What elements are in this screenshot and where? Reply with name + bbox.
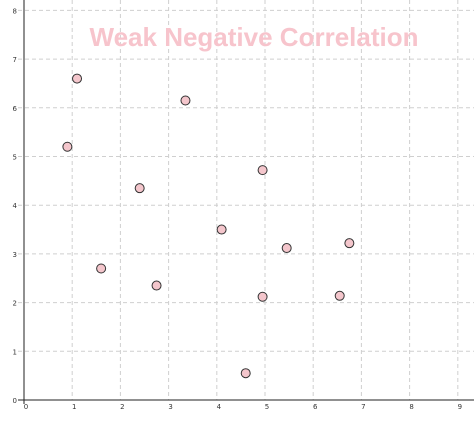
- y-tick-label: 3: [13, 251, 17, 259]
- y-tick-label: 6: [13, 105, 18, 113]
- x-tick-label: 9: [458, 403, 462, 411]
- data-point: [151, 280, 162, 291]
- data-point: [257, 291, 268, 302]
- x-tick-label: 4: [217, 403, 222, 411]
- data-point: [216, 224, 227, 235]
- data-point: [334, 290, 345, 301]
- data-point: [72, 73, 83, 84]
- data-point: [281, 243, 292, 254]
- x-tick-labels: 0 1 2 3 4 5 6 7 8 9: [24, 403, 462, 411]
- y-tick-label: 0: [13, 397, 17, 405]
- y-tick-label: 5: [13, 154, 17, 162]
- data-point: [240, 368, 251, 379]
- y-tick-label: 2: [13, 300, 17, 308]
- x-tick-label: 2: [120, 403, 124, 411]
- x-tick-label: 0: [24, 403, 28, 411]
- data-point: [344, 238, 355, 249]
- y-tick-label: 1: [13, 348, 17, 356]
- data-point: [62, 141, 73, 152]
- y-tick-label: 7: [13, 56, 17, 64]
- x-tick-label: 1: [72, 403, 76, 411]
- x-tick-label: 5: [265, 403, 269, 411]
- axes: [18, 0, 474, 404]
- y-tick-labels: 0 1 2 3 4 5 6 7 8: [13, 7, 18, 405]
- x-tick-label: 7: [361, 403, 365, 411]
- data-points: [62, 73, 355, 379]
- y-tick-label: 4: [13, 202, 18, 210]
- data-point: [96, 263, 107, 274]
- grid: [18, 0, 474, 400]
- x-tick-label: 8: [409, 403, 413, 411]
- x-tick-label: 6: [313, 403, 318, 411]
- data-point: [180, 95, 191, 106]
- y-tick-label: 8: [13, 7, 17, 15]
- chart-title: Weak Negative Correlation: [90, 22, 419, 52]
- data-point: [257, 165, 268, 176]
- x-tick-label: 3: [168, 403, 172, 411]
- data-point: [134, 183, 145, 194]
